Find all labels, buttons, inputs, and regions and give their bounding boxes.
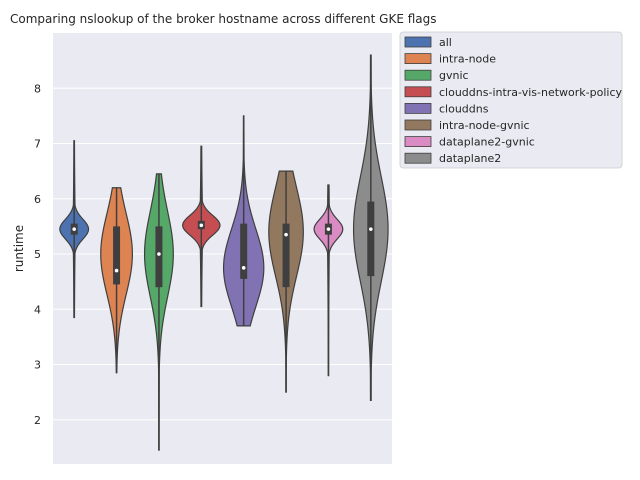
violin-median-dot bbox=[326, 227, 331, 231]
legend-swatch bbox=[404, 53, 432, 64]
violin-median-dot bbox=[199, 223, 204, 228]
violins bbox=[59, 54, 389, 451]
legend-swatch bbox=[404, 69, 432, 81]
y-tick-label: 7 bbox=[34, 138, 41, 151]
violin-median-dot bbox=[241, 266, 246, 270]
legend-frame bbox=[399, 31, 623, 169]
y-tick-label: 3 bbox=[34, 359, 41, 372]
violin-iqr-box bbox=[240, 223, 248, 279]
legend-swatch bbox=[404, 152, 432, 164]
violin-median-dot bbox=[72, 227, 76, 231]
violin-iqr-box bbox=[113, 226, 121, 285]
legend-swatch bbox=[404, 119, 432, 131]
y-tick-label: 6 bbox=[34, 193, 41, 206]
legend-swatch bbox=[404, 86, 432, 98]
legend-label: clouddns bbox=[439, 102, 489, 115]
violin-iqr-box bbox=[282, 223, 290, 288]
violin-iqr-box bbox=[155, 226, 163, 288]
legend-swatch bbox=[404, 103, 432, 114]
legend-label: intra-node bbox=[439, 53, 496, 66]
y-axis-label: runtime bbox=[12, 225, 26, 272]
violin-median-dot bbox=[284, 232, 288, 237]
legend-swatch bbox=[404, 136, 432, 148]
y-axis-ticks: 2 3 4 5 6 7 8 bbox=[34, 82, 41, 427]
violin-median-dot bbox=[114, 268, 119, 273]
violin-median-dot bbox=[157, 252, 161, 256]
legend-label: dataplane2-gvnic bbox=[439, 136, 535, 149]
legend: all intra-node gvnic clouddns-intra-vis-net… bbox=[399, 31, 623, 169]
chart-title: Comparing nslookup of the broker hostnam… bbox=[10, 12, 437, 26]
y-tick-label: 5 bbox=[34, 248, 41, 261]
legend-label: intra-node-gvnic bbox=[439, 119, 530, 132]
y-tick-label: 2 bbox=[34, 414, 41, 427]
y-tick-label: 4 bbox=[34, 303, 41, 316]
y-tick-label: 8 bbox=[34, 82, 41, 95]
legend-label: gvnic bbox=[439, 69, 469, 82]
legend-label: all bbox=[439, 36, 452, 49]
legend-label: dataplane2 bbox=[439, 152, 501, 165]
legend-swatch bbox=[404, 36, 432, 48]
violin-iqr-box bbox=[367, 201, 375, 277]
legend-label: clouddns-intra-vis-network-policy bbox=[439, 86, 622, 99]
violin-median-dot bbox=[369, 227, 373, 231]
